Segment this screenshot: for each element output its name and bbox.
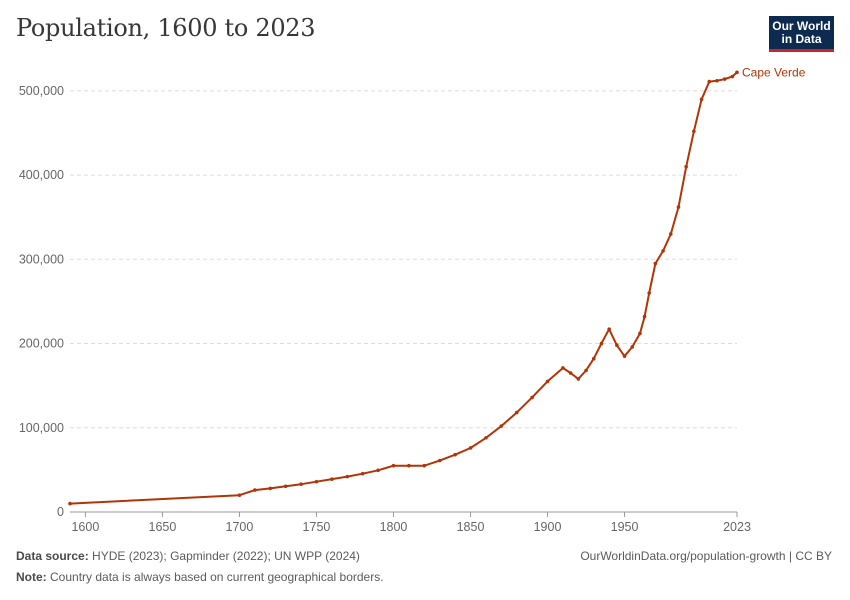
y-tick-label: 400,000 xyxy=(19,168,64,182)
data-point xyxy=(376,468,380,473)
data-point xyxy=(699,97,704,102)
data-point xyxy=(407,463,411,468)
data-point xyxy=(599,341,604,346)
x-tick-label: 1850 xyxy=(457,520,485,534)
data-point xyxy=(707,79,712,84)
x-tick-label: 1800 xyxy=(380,520,408,534)
data-point xyxy=(692,129,696,134)
data-point xyxy=(499,424,504,428)
x-axis: 1600 1650 1700 1750 1800 1850 1900 1950 2023 xyxy=(70,511,751,534)
x-tick-label: 1900 xyxy=(534,520,562,534)
data-point xyxy=(299,482,303,487)
data-point xyxy=(730,74,735,79)
logo-line-2: in Data xyxy=(781,32,822,46)
data-point xyxy=(561,366,565,370)
data-point xyxy=(615,343,619,348)
x-tick-label: 1600 xyxy=(71,520,99,534)
logo-line-1: Our World xyxy=(772,19,831,33)
data-source-text: HYDE (2023); Gapminder (2022); UN WPP (2… xyxy=(92,549,360,563)
note-text: Country data is always based on current … xyxy=(50,570,384,584)
data-point xyxy=(437,458,442,463)
x-tick-label: 1750 xyxy=(303,520,331,534)
data-point xyxy=(642,314,647,319)
data-point xyxy=(715,78,719,83)
data-point xyxy=(345,474,350,479)
data-point xyxy=(647,291,651,295)
data-point xyxy=(514,410,519,415)
data-point xyxy=(530,395,534,400)
owid-logo[interactable]: Our World in Data xyxy=(769,16,834,52)
x-tick-label: 1950 xyxy=(611,520,639,534)
y-tick-label: 300,000 xyxy=(19,252,64,266)
data-point xyxy=(484,436,488,440)
data-point xyxy=(735,70,739,75)
data-point xyxy=(237,493,242,497)
data-point xyxy=(722,77,727,81)
data-point xyxy=(68,501,72,506)
data-point xyxy=(453,452,457,457)
data-point xyxy=(314,479,319,484)
data-point xyxy=(622,354,627,358)
data-point xyxy=(360,471,365,476)
data-source: Data source: HYDE (2023); Gapminder (202… xyxy=(16,549,360,563)
data-point xyxy=(684,164,688,169)
y-tick-label: 100,000 xyxy=(19,421,64,435)
x-tick-label: 2023 xyxy=(723,520,751,534)
data-point xyxy=(576,377,581,381)
y-tick-label: 200,000 xyxy=(19,337,64,351)
data-point xyxy=(591,356,596,361)
y-axis-ticks: 0 100,000 200,000 300,000 400,000 500,000 xyxy=(19,84,64,519)
data-source-label: Data source: xyxy=(16,549,89,563)
series-layer: Cape Verde xyxy=(68,65,806,506)
note-label: Note: xyxy=(16,570,47,584)
chart-title: Population, 1600 to 2023 xyxy=(16,14,316,42)
x-tick-label: 1650 xyxy=(149,520,177,534)
chart-note: Note: Country data is always based on cu… xyxy=(16,570,384,584)
data-point xyxy=(568,371,573,375)
data-point xyxy=(283,484,288,489)
data-point xyxy=(468,446,473,450)
data-point xyxy=(668,232,673,236)
y-tick-label: 0 xyxy=(57,505,64,519)
data-point xyxy=(422,463,427,468)
series-label: Cape Verde xyxy=(742,65,806,79)
data-point xyxy=(661,249,665,253)
data-point xyxy=(253,488,257,492)
grid-lines xyxy=(70,90,737,429)
data-point xyxy=(268,486,273,491)
data-point xyxy=(584,368,588,373)
data-point xyxy=(638,331,642,336)
data-point xyxy=(391,463,396,468)
data-point xyxy=(545,379,550,384)
data-point xyxy=(630,345,635,349)
data-point xyxy=(607,327,611,332)
data-point xyxy=(676,205,681,209)
y-tick-label: 500,000 xyxy=(19,84,64,98)
series-line xyxy=(69,71,738,505)
source-url[interactable]: OurWorldinData.org/population-growth | C… xyxy=(580,549,832,563)
data-point xyxy=(330,477,334,481)
x-tick-label: 1700 xyxy=(226,520,254,534)
data-point xyxy=(653,261,658,266)
